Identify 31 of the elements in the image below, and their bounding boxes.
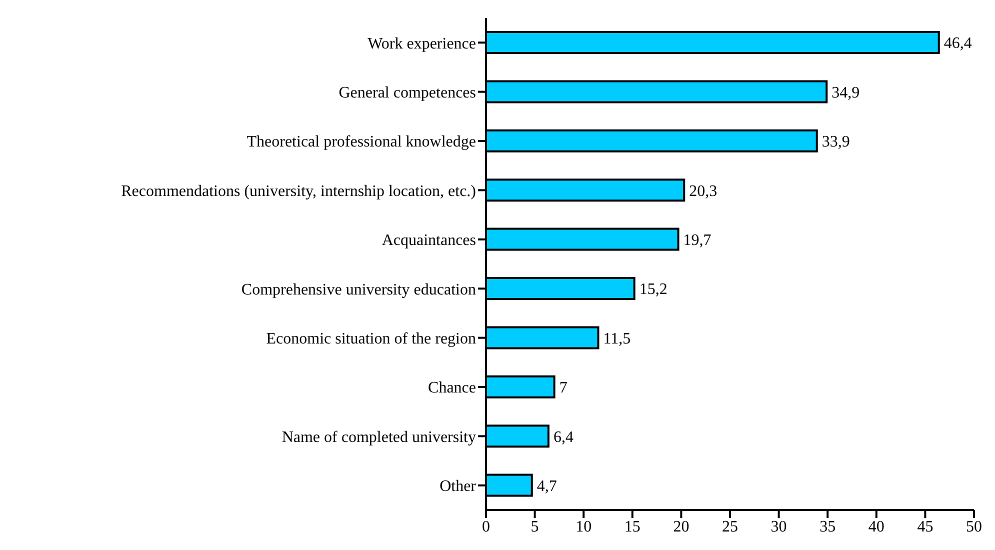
y-tick-label: Work experience xyxy=(368,35,476,52)
data-label: 33,9 xyxy=(822,134,850,151)
data-label: 6,4 xyxy=(553,428,574,446)
data-label: 7 xyxy=(559,380,568,397)
data-label: 19,7 xyxy=(683,232,712,249)
x-tick-label: 45 xyxy=(917,518,934,536)
y-tick-label: Chance xyxy=(428,380,476,397)
x-tick-label: 10 xyxy=(576,518,592,536)
data-label: 34,9 xyxy=(832,84,860,102)
x-tick-label: 35 xyxy=(820,518,836,536)
data-label: 20,3 xyxy=(689,182,718,200)
x-tick-label: 5 xyxy=(530,518,539,536)
y-tick-label: Recommendations (university, internship location, etc.) xyxy=(121,182,476,200)
y-tick-label: General competences xyxy=(338,84,476,102)
x-tick-label: 40 xyxy=(868,518,884,536)
y-tick-label: Acquaintances xyxy=(382,232,476,250)
data-label: 4,7 xyxy=(536,478,557,495)
x-tick-label: 0 xyxy=(482,518,490,536)
y-tick-label: Economic situation of the region xyxy=(266,330,476,348)
x-tick-label: 20 xyxy=(673,518,690,536)
data-label: 11,5 xyxy=(603,330,631,348)
x-tick-label: 15 xyxy=(624,518,640,536)
y-tick-label: Other xyxy=(440,478,477,496)
x-tick-label: 25 xyxy=(722,518,738,536)
data-label: 46,4 xyxy=(944,35,972,52)
data-label: 15,2 xyxy=(639,281,668,298)
y-tick-label: Comprehensive university education xyxy=(241,281,476,298)
x-tick-label: 30 xyxy=(770,518,787,536)
y-tick-label: Theoretical professional knowledge xyxy=(246,134,476,151)
x-tick-label: 50 xyxy=(966,518,982,536)
y-tick-label: Name of completed university xyxy=(282,428,476,446)
